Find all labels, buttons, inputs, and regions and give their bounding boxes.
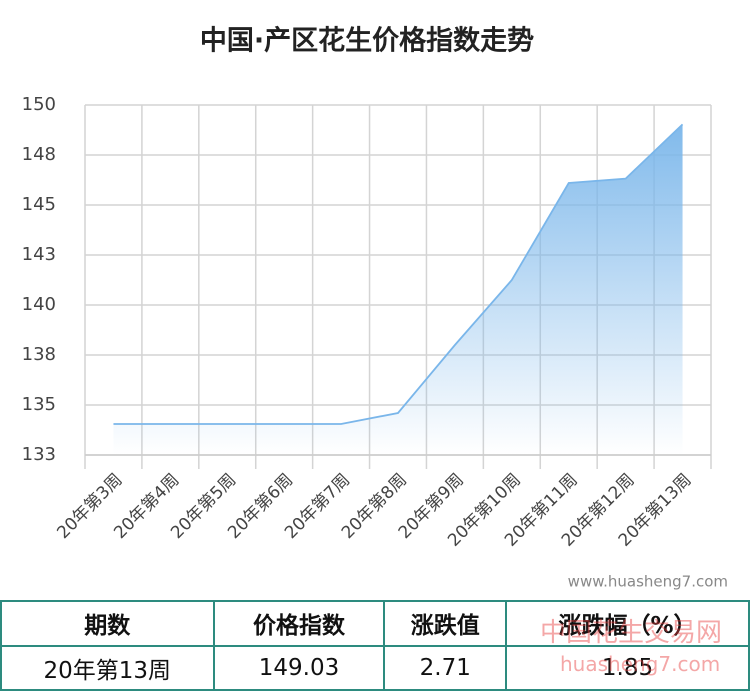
table-header: 期数 价格指数 涨跌值 涨跌幅（%） <box>0 600 750 647</box>
chart: 中国·产区花生价格指数走势 www.huasheng7.com 133 135 13… <box>22 26 728 591</box>
y-tick-label: 138 <box>22 344 56 365</box>
source: www.huasheng7.com <box>568 573 728 591</box>
line <box>113 123 684 425</box>
y-tick-label: 145 <box>22 194 56 215</box>
header-cell: 价格指数 <box>212 600 386 647</box>
y-tick-label: 140 <box>22 294 56 315</box>
table-cell: 1.85 <box>505 644 750 691</box>
header-cell: 涨跌幅（%） <box>505 600 750 647</box>
chart-title: 中国·产区花生价格指数走势 <box>200 26 534 57</box>
area-fill <box>113 124 683 456</box>
y-tick-label: 135 <box>22 394 56 415</box>
table-cell: 149.03 <box>212 644 386 691</box>
y-tick-label: 150 <box>22 94 56 115</box>
y-tick-label: 143 <box>22 244 56 265</box>
table-cell: 2.71 <box>383 644 508 691</box>
table-cell: 20年第13周 <box>0 644 215 691</box>
y-tick-label: 133 <box>22 444 56 465</box>
table-row: 20年第13周 149.03 2.71 1.85 <box>0 644 750 691</box>
y-tick-label: 148 <box>22 144 56 165</box>
header-cell: 期数 <box>0 600 215 647</box>
header-cell: 涨跌值 <box>383 600 508 647</box>
summary-table: 期数 价格指数 涨跌值 涨跌幅（%） 20年第13周 149.03 2.71 1.85 <box>0 600 750 691</box>
